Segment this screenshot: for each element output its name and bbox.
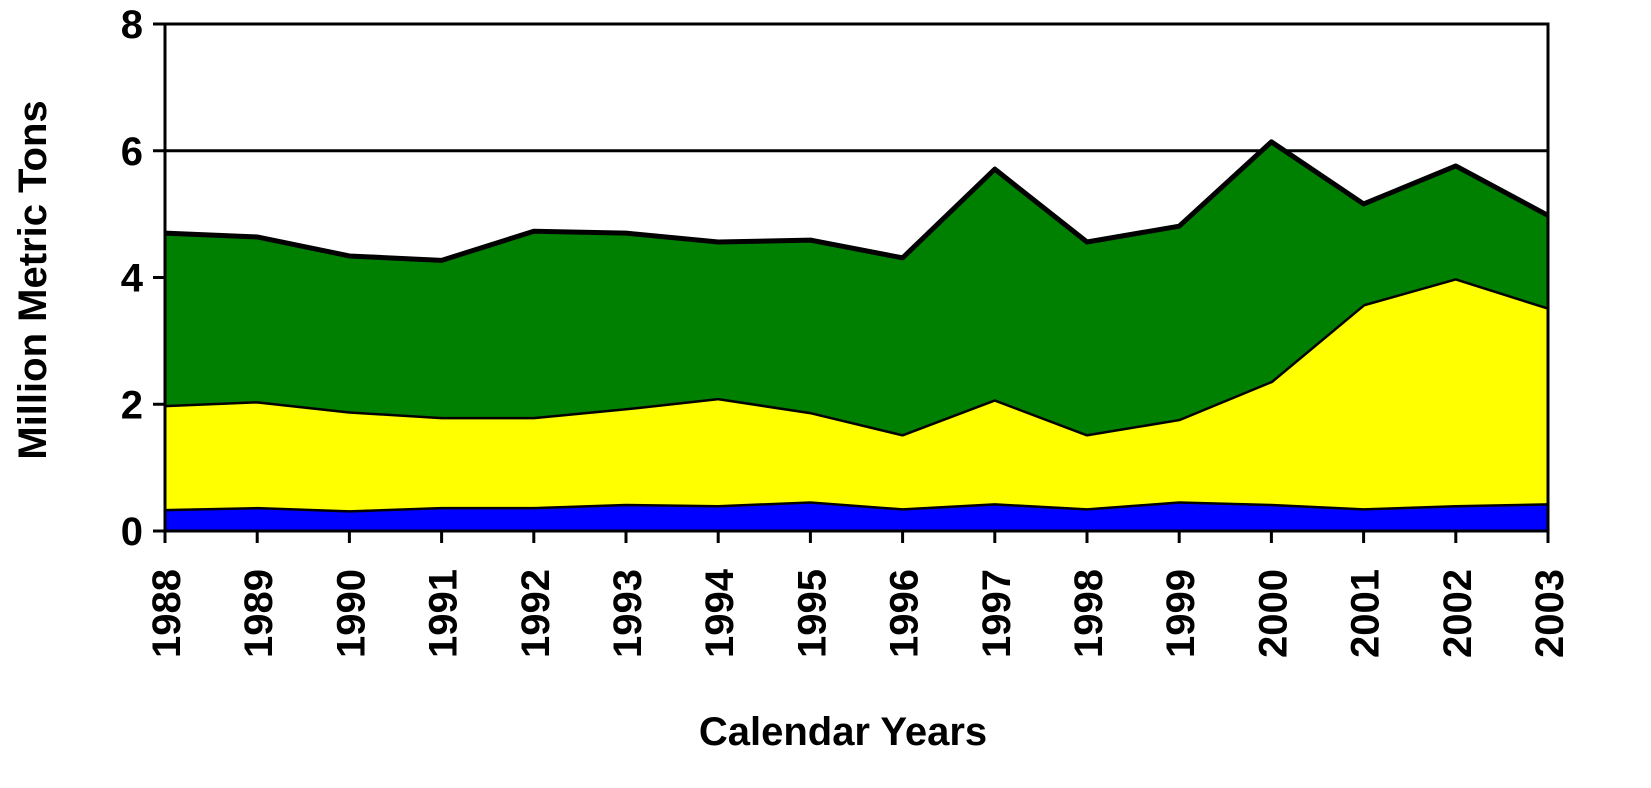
x-tick-label: 1998: [1067, 569, 1111, 658]
x-tick-label: 1996: [883, 569, 927, 658]
y-tick-label: 8: [121, 3, 143, 47]
x-tick-label: 1989: [237, 569, 281, 658]
x-tick-label: 1994: [698, 568, 742, 658]
plot-frame: [163, 22, 1550, 533]
x-tick-label: 1990: [329, 569, 373, 658]
x-tick-label: 2000: [1251, 569, 1295, 658]
area-outline: [164, 139, 1550, 263]
y-tick-label: 6: [121, 130, 143, 174]
x-tick-label: 2001: [1344, 569, 1388, 658]
x-tick-label: 1991: [422, 569, 466, 658]
x-tick-label: 2003: [1528, 569, 1572, 658]
x-tick-label: 1995: [790, 569, 834, 658]
y-tick-label: 0: [121, 510, 143, 554]
x-tick-label: 1992: [514, 569, 558, 658]
x-tick-label: 2002: [1436, 569, 1480, 658]
y-axis-title: Million Metric Tons: [11, 100, 55, 459]
y-tick-label: 2: [121, 383, 143, 427]
area: [165, 278, 1548, 511]
x-tick-label: 1999: [1159, 569, 1203, 658]
x-axis-title: Calendar Years: [699, 710, 987, 754]
x-tick-label: 1993: [606, 569, 650, 658]
y-tick-label: 4: [121, 257, 144, 301]
x-tick-label: 1997: [975, 569, 1019, 658]
x-tick-label: 1988: [145, 569, 189, 658]
area: [165, 141, 1548, 435]
